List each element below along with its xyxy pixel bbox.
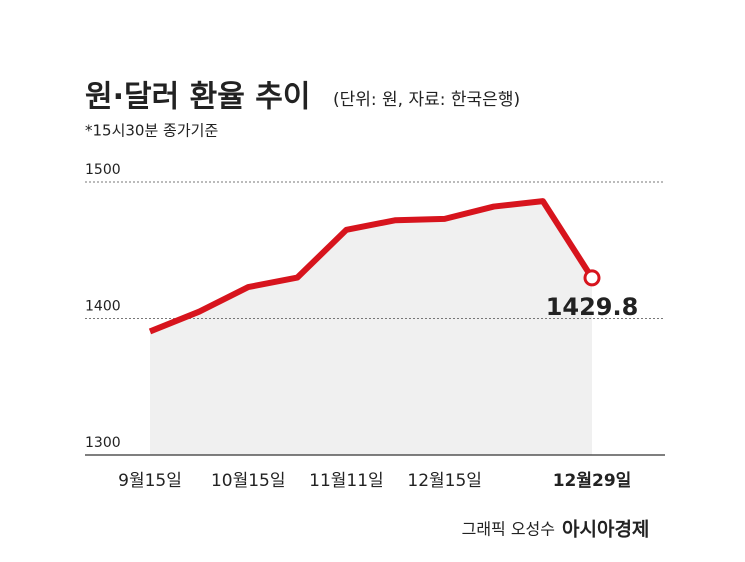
y-tick-label: 1300 <box>85 435 121 451</box>
y-tick-label: 1500 <box>85 162 121 178</box>
chart-subtitle: (단위: 원, 자료: 한국은행) <box>333 90 520 110</box>
logo: 아시아경제 <box>562 519 649 541</box>
credit: 그래픽 오성수 <box>462 520 555 539</box>
line <box>148 198 595 335</box>
x-tick-label: 10월15일 <box>211 471 286 491</box>
y-tick-label: 1400 <box>85 299 121 315</box>
x-tick-label: 12월15일 <box>407 471 482 491</box>
area <box>150 201 592 455</box>
x-tick-label: 9월15일 <box>118 471 182 491</box>
x-tick-label: 11월11일 <box>309 471 384 491</box>
end-marker <box>583 269 601 287</box>
chart-title: 원·달러 환율 추이 <box>85 80 311 115</box>
chart-note: *15시30분 종가기준 <box>85 122 218 140</box>
value-label: 1429.8 <box>546 293 639 321</box>
x-tick-label: 12월29일 <box>553 471 632 491</box>
